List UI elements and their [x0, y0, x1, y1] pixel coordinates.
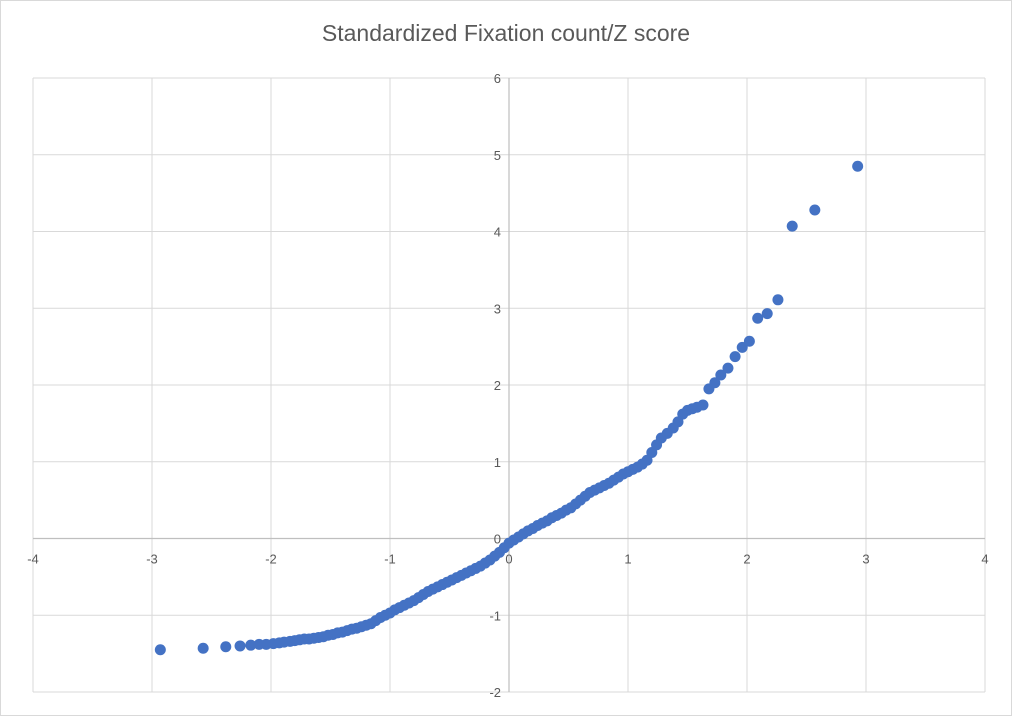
- y-tick-label: 5: [494, 148, 501, 163]
- data-point: [715, 369, 727, 381]
- chart-title: Standardized Fixation count/Z score: [321, 20, 691, 46]
- x-tick-label: -4: [27, 552, 39, 567]
- data-point: [852, 160, 864, 172]
- data-point: [761, 308, 773, 320]
- data-point: [197, 642, 209, 654]
- x-tick-label: 0: [505, 552, 512, 567]
- tick-labels: -4 -3 -2 -1 0 1 2 3 4 -2 -1 0 1 2 3 4 5 6: [27, 71, 988, 700]
- data-point: [220, 641, 232, 653]
- data-points: [154, 160, 864, 656]
- x-tick-label: 4: [981, 552, 988, 567]
- data-point: [743, 335, 755, 347]
- data-point: [786, 220, 798, 232]
- x-tick-label: -2: [265, 552, 277, 567]
- y-tick-label: 1: [494, 455, 501, 470]
- data-point: [245, 639, 257, 651]
- data-point: [722, 362, 734, 374]
- x-tick-label: 1: [624, 552, 631, 567]
- y-tick-label: -2: [489, 685, 501, 700]
- y-tick-label: 3: [494, 301, 501, 316]
- data-point: [709, 377, 721, 389]
- data-point: [697, 399, 709, 411]
- data-point: [736, 341, 748, 353]
- data-point: [729, 351, 741, 363]
- data-point: [154, 644, 166, 656]
- y-tick-label: 2: [494, 378, 501, 393]
- x-tick-label: -1: [384, 552, 396, 567]
- data-point: [234, 640, 246, 652]
- x-tick-label: -3: [146, 552, 158, 567]
- y-tick-label: 6: [494, 71, 501, 86]
- x-tick-label: 2: [743, 552, 750, 567]
- x-tick-label: 3: [862, 552, 869, 567]
- data-point: [752, 312, 764, 324]
- y-tick-label: -1: [489, 608, 501, 623]
- y-tick-label: 0: [494, 532, 501, 547]
- y-tick-label: 4: [494, 225, 501, 240]
- data-point: [809, 204, 821, 216]
- data-point: [772, 294, 784, 306]
